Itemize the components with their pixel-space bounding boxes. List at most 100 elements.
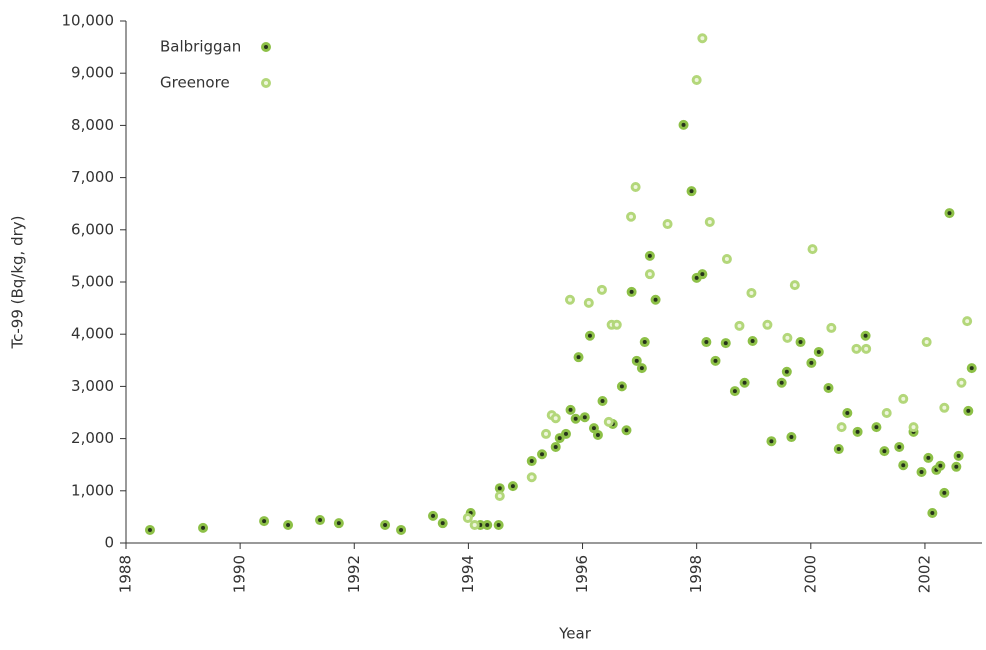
point: [550, 413, 561, 424]
point: [565, 404, 576, 415]
point: [697, 33, 708, 44]
point: [806, 357, 817, 368]
point: [259, 516, 270, 527]
point: [678, 119, 689, 130]
point: [963, 405, 974, 416]
point: [560, 428, 571, 439]
y-axis-label: Tc-99 (Bq/kg, dry): [9, 215, 27, 349]
point: [860, 330, 871, 341]
point: [493, 519, 504, 530]
y-tick-label: 2,000: [71, 429, 114, 447]
point: [644, 269, 655, 280]
point: [782, 332, 793, 343]
point: [592, 429, 603, 440]
point: [795, 337, 806, 348]
point: [650, 294, 661, 305]
point: [826, 322, 837, 333]
point: [315, 515, 326, 526]
point: [921, 337, 932, 348]
point: [631, 355, 642, 366]
y-tick-label: 3,000: [71, 377, 114, 395]
y-tick-label: 0: [104, 534, 114, 552]
point: [836, 422, 847, 433]
point: [144, 524, 155, 535]
y-tick-label: 1,000: [71, 481, 114, 499]
point: [573, 352, 584, 363]
point: [597, 396, 608, 407]
point: [813, 346, 824, 357]
point: [898, 460, 909, 471]
point: [691, 74, 702, 85]
x-tick-label: 2002: [915, 555, 933, 593]
x-tick-label: 1992: [345, 555, 363, 593]
point: [526, 456, 537, 467]
point: [494, 483, 505, 494]
point: [789, 280, 800, 291]
x-tick-label: 2000: [801, 555, 819, 593]
y-tick-label: 7,000: [71, 168, 114, 186]
point: [583, 297, 594, 308]
point: [704, 216, 715, 227]
point: [507, 481, 518, 492]
point: [469, 519, 480, 530]
point: [710, 355, 721, 366]
point: [720, 338, 731, 349]
point: [283, 519, 294, 530]
point: [721, 254, 732, 265]
point: [939, 402, 950, 413]
point: [611, 319, 622, 330]
point: [762, 319, 773, 330]
point: [908, 422, 919, 433]
point: [871, 422, 882, 433]
point: [739, 377, 750, 388]
point: [881, 408, 892, 419]
point: [861, 343, 872, 354]
point: [851, 343, 862, 354]
point: [852, 426, 863, 437]
point: [747, 335, 758, 346]
point: [570, 413, 581, 424]
point: [626, 286, 637, 297]
point: [939, 487, 950, 498]
point: [916, 467, 927, 478]
point: [396, 524, 407, 535]
x-tick-label: 1988: [117, 555, 135, 593]
x-tick-label: 1994: [459, 555, 477, 593]
x-axis-label: Year: [558, 625, 592, 643]
point: [951, 461, 962, 472]
point: [636, 363, 647, 374]
y-tick-label: 5,000: [71, 273, 114, 291]
point: [966, 363, 977, 374]
y-tick-label: 8,000: [71, 116, 114, 134]
point: [584, 330, 595, 341]
point: [596, 284, 607, 295]
point: [734, 320, 745, 331]
point: [686, 186, 697, 197]
point: [541, 428, 552, 439]
x-tick-label: 1996: [573, 555, 591, 593]
point: [833, 444, 844, 455]
point: [662, 219, 673, 230]
point: [944, 208, 955, 219]
point: [766, 436, 777, 447]
point: [564, 294, 575, 305]
point: [554, 433, 565, 444]
point: [621, 425, 632, 436]
point: [380, 519, 391, 530]
point: [579, 412, 590, 423]
point: [786, 432, 797, 443]
y-tick-label: 4,000: [71, 325, 114, 343]
point: [879, 446, 890, 457]
point: [550, 441, 561, 452]
point: [494, 491, 505, 502]
point: [776, 377, 787, 388]
point: [198, 522, 209, 533]
legend-marker: [261, 78, 271, 88]
y-tick-label: 10,000: [62, 12, 115, 30]
legend-label: Greenore: [160, 74, 230, 92]
point: [526, 472, 537, 483]
point: [428, 510, 439, 521]
point: [437, 518, 448, 529]
point: [644, 250, 655, 261]
